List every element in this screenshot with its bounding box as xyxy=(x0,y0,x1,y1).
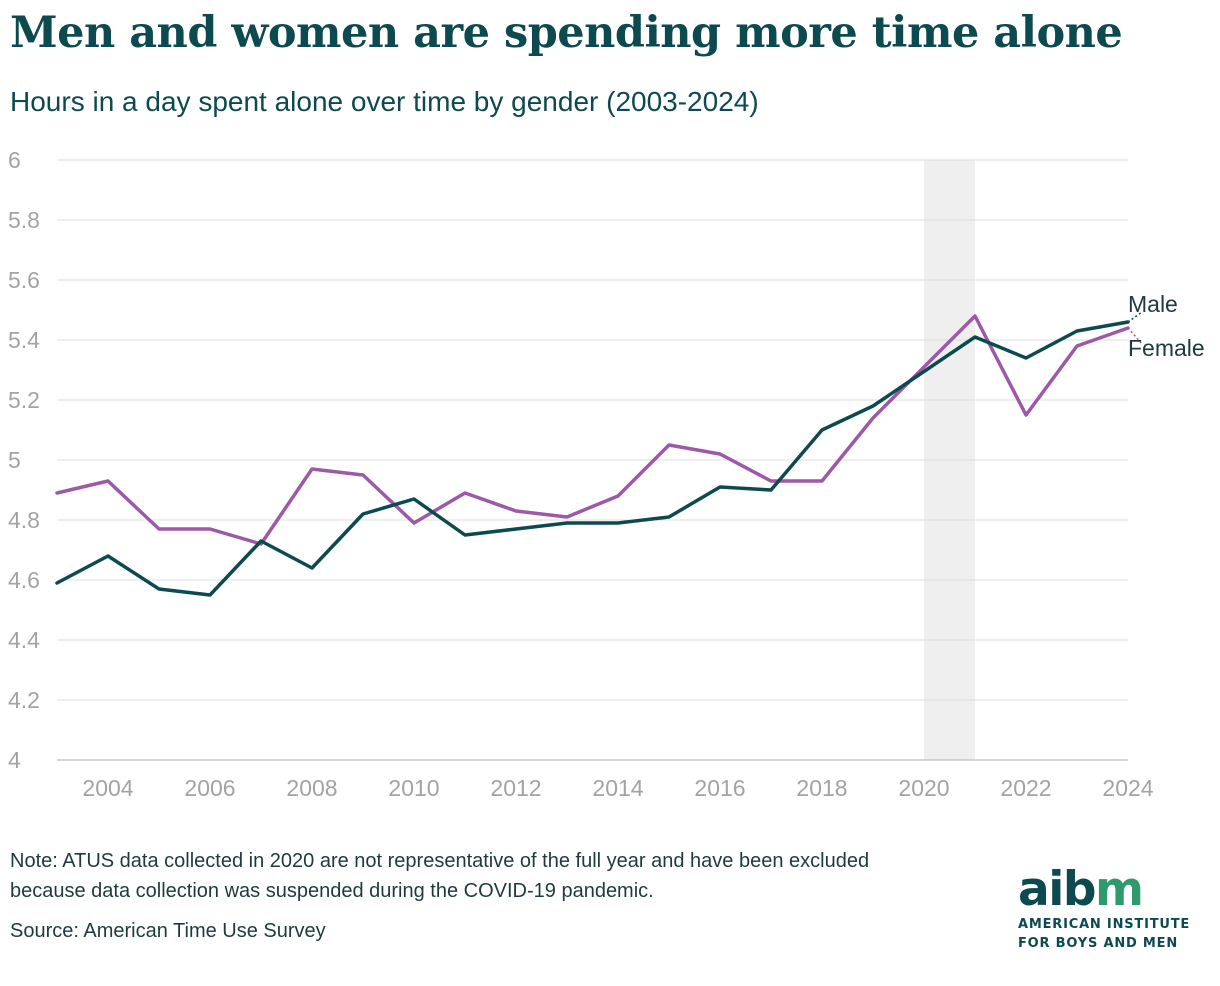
y-tick-label: 4.2 xyxy=(8,687,40,713)
series-line-female xyxy=(55,314,1130,546)
y-tick-label: 4.4 xyxy=(8,627,40,653)
x-tick-label: 2024 xyxy=(1102,775,1153,801)
x-tick-label: 2010 xyxy=(388,775,439,801)
y-tick-label: 4.6 xyxy=(8,567,40,593)
y-tick-label: 5.4 xyxy=(8,327,40,353)
chart-title: Men and women are spending more time alo… xyxy=(10,8,1123,58)
y-tick-label: 5 xyxy=(8,447,21,473)
logo-word-m: m xyxy=(1094,862,1144,917)
logo-line-1: AMERICAN INSTITUTE xyxy=(1018,917,1191,932)
series-label-female: Female xyxy=(1128,335,1205,361)
y-tick-label: 4.8 xyxy=(8,507,40,533)
chart-subtitle: Hours in a day spent alone over time by … xyxy=(10,86,759,117)
y-tick-label: 5.2 xyxy=(8,387,40,413)
y-tick-label: 4 xyxy=(8,747,21,773)
series-label-leader xyxy=(1127,311,1143,323)
aibm-logo: aibm AMERICAN INSTITUTE FOR BOYS AND MEN xyxy=(1018,866,1208,952)
series-label-male: Male xyxy=(1128,291,1178,317)
line-chart: 4 4.2 4.4 4.6 4.8 5 5.2 5.4 5.6 5.8 6 2004 2006 2008… xyxy=(8,147,1205,801)
y-tick-label: 6 xyxy=(8,147,21,173)
x-tick-label: 2012 xyxy=(490,775,541,801)
y-tick-label: 5.6 xyxy=(8,267,40,293)
logo-line-2: FOR BOYS AND MEN xyxy=(1018,936,1179,951)
x-tick-label: 2014 xyxy=(592,775,643,801)
y-tick-label: 5.8 xyxy=(8,207,40,233)
logo-wordmark: aibm xyxy=(1018,866,1208,914)
x-tick-label: 2004 xyxy=(82,775,133,801)
chart-note: Note: ATUS data collected in 2020 are no… xyxy=(10,850,870,902)
x-tick-label: 2008 xyxy=(286,775,337,801)
chart-source: Source: American Time Use Survey xyxy=(10,920,326,942)
x-tick-label: 2022 xyxy=(1000,775,1051,801)
x-tick-label: 2016 xyxy=(694,775,745,801)
series-line-male xyxy=(55,320,1130,597)
x-tick-label: 2020 xyxy=(898,775,949,801)
logo-word-aib: aib xyxy=(1018,862,1096,917)
series-label-leader xyxy=(1127,327,1143,345)
x-tick-label: 2018 xyxy=(796,775,847,801)
x-tick-label: 2006 xyxy=(184,775,235,801)
